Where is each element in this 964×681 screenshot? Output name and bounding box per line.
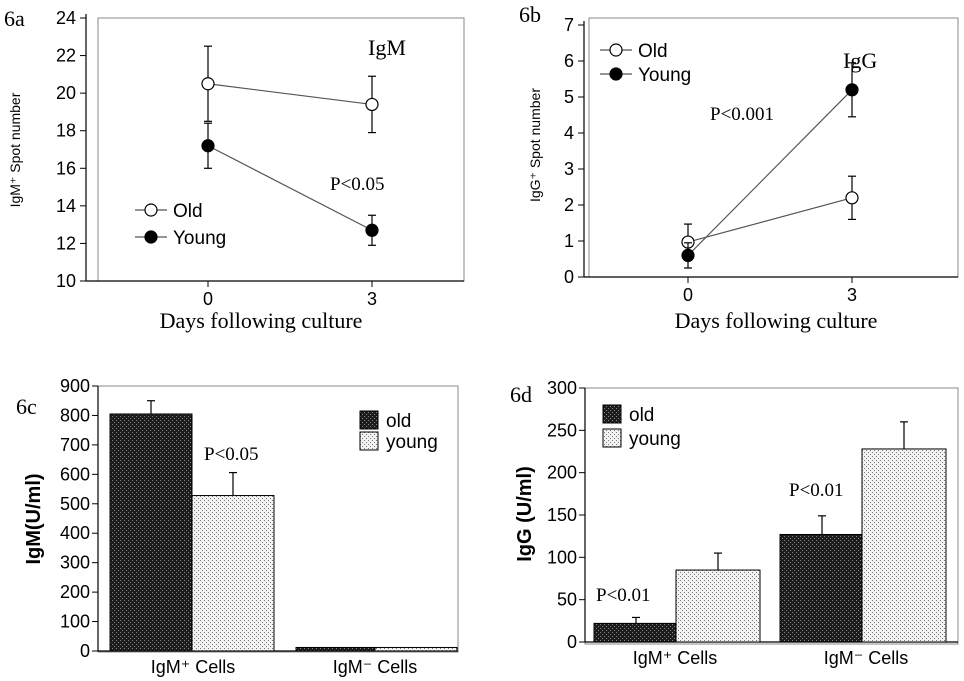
y-tick-label-6c: 900 [60,376,90,396]
x-axis-label-6a: Days following culture [160,308,363,333]
bar-old [295,646,379,652]
data-point-young [845,83,859,97]
legend-marker-old [609,43,623,57]
legend-label-old: old [386,411,411,432]
y-tick-label-6a: 10 [56,271,76,291]
panel-label-6b: 6b [519,2,541,27]
y-tick-label-6c: 600 [60,464,90,484]
y-tick-label-6d: 150 [547,505,577,525]
y-tick-label-6c: 200 [60,582,90,602]
y-tick-label-6b: 7 [564,15,574,35]
y-tick-label-6a: 12 [56,233,76,253]
series-line-old [687,197,853,243]
panel-6d: 6d IgG (U/ml) 0 50 100 150 200 250 300 IgM⁺ Cel… [510,378,959,668]
legend-label-young: young [386,432,438,453]
panel-label-6d: 6d [510,382,532,407]
bar-young [374,646,458,652]
data-point-young [201,139,215,153]
y-tick-label-6b: 4 [564,123,574,143]
x-tick-label-6b: 3 [847,285,857,305]
panel-label-6a: 6a [4,6,25,31]
y-tick-label-6c: 0 [80,641,90,661]
x-axis-label-6b: Days following culture [675,308,878,333]
legend-swatch-old [602,404,622,424]
data-point-young [365,223,379,237]
series-line-young [207,145,373,231]
legend-marker-young [144,230,158,244]
bar-old [779,533,865,643]
p-value-annotation: P<0.05 [204,444,259,465]
legend-marker-young [609,67,623,81]
y-tick-label-6d: 100 [547,547,577,567]
chart-title-6b: IgG [843,48,877,73]
legend-swatch-young [602,428,622,448]
legend-label-old: Old [173,201,203,222]
series-line-young [687,89,853,256]
y-tick-label-6b: 6 [564,51,574,71]
y-tick-label-6a: 22 [56,46,76,66]
y-tick-label-6a: 14 [56,196,76,216]
legend-swatch-old [359,410,379,430]
legend-label-old: old [629,405,654,426]
chart-title-6a: IgM [368,35,406,60]
y-tick-label-6b: 1 [564,231,574,251]
bar-young [191,495,275,652]
category-label-6c: IgM⁻ Cells [333,657,418,677]
y-tick-label-6d: 0 [567,632,577,652]
panel-6b: 6b IgG IgG⁺ Spot number Days following c… [519,2,959,333]
y-tick-label-6c: 700 [60,435,90,455]
y-tick-label-6c: 300 [60,553,90,573]
y-axis-label-6a: IgM⁺ Spot number [7,92,23,207]
y-tick-label-6b: 2 [564,195,574,215]
y-tick-label-6d: 250 [547,420,577,440]
p-value-annotation: P<0.01 [789,480,844,501]
legend-swatch-young [359,431,379,451]
category-label-6c: IgM⁺ Cells [151,657,236,677]
panel-6a: 6a IgM IgM⁺ Spot number Days following c… [4,6,465,333]
legend-label-young: Young [638,65,691,86]
y-tick-label-6b: 0 [564,267,574,287]
p-value-annotation: P<0.01 [596,585,651,606]
y-tick-label-6a: 16 [56,158,76,178]
data-point-young [681,248,695,262]
p-value-annotation: P<0.05 [330,174,385,195]
x-tick-label-6a: 0 [203,289,213,309]
legend-label-young: young [629,429,681,450]
category-label-6d: IgM⁺ Cells [633,648,718,668]
bar-old [593,622,679,643]
y-tick-label-6c: 400 [60,523,90,543]
series-line-old [207,83,373,106]
y-tick-label-6d: 300 [547,378,577,398]
y-tick-label-6d: 50 [557,590,577,610]
p-value-annotation: P<0.001 [710,104,774,125]
y-tick-label-6d: 200 [547,463,577,483]
y-tick-label-6c: 500 [60,494,90,514]
y-tick-label-6a: 20 [56,83,76,103]
y-tick-label-6c: 800 [60,405,90,425]
panel-6c: 6c IgM(U/ml) 0 100 200 300 400 500 600 700 800 90… [16,376,459,677]
y-tick-label-6b: 3 [564,159,574,179]
legend-label-young: Young [173,228,226,249]
y-tick-label-6a: 24 [56,8,76,28]
legend-label-old: Old [638,41,668,62]
y-tick-label-6c: 100 [60,612,90,632]
data-point-old [201,77,215,91]
data-point-old [365,97,379,112]
y-tick-label-6b: 5 [564,87,574,107]
legend-marker-old [144,203,158,217]
y-axis-label-6b: IgG⁺ Spot number [527,88,543,202]
category-label-6d: IgM⁻ Cells [824,648,909,668]
panel-label-6c: 6c [16,394,37,419]
y-tick-label-6a: 18 [56,121,76,141]
x-tick-label-6a: 3 [367,289,377,309]
bar-young [861,448,947,643]
y-axis-label-6c: IgM(U/ml) [23,473,45,564]
data-point-old [845,191,859,205]
bar-young [675,569,761,643]
y-axis-label-6d: IgG (U/ml) [514,466,536,562]
x-tick-label-6b: 0 [683,285,693,305]
bar-old [109,413,193,652]
